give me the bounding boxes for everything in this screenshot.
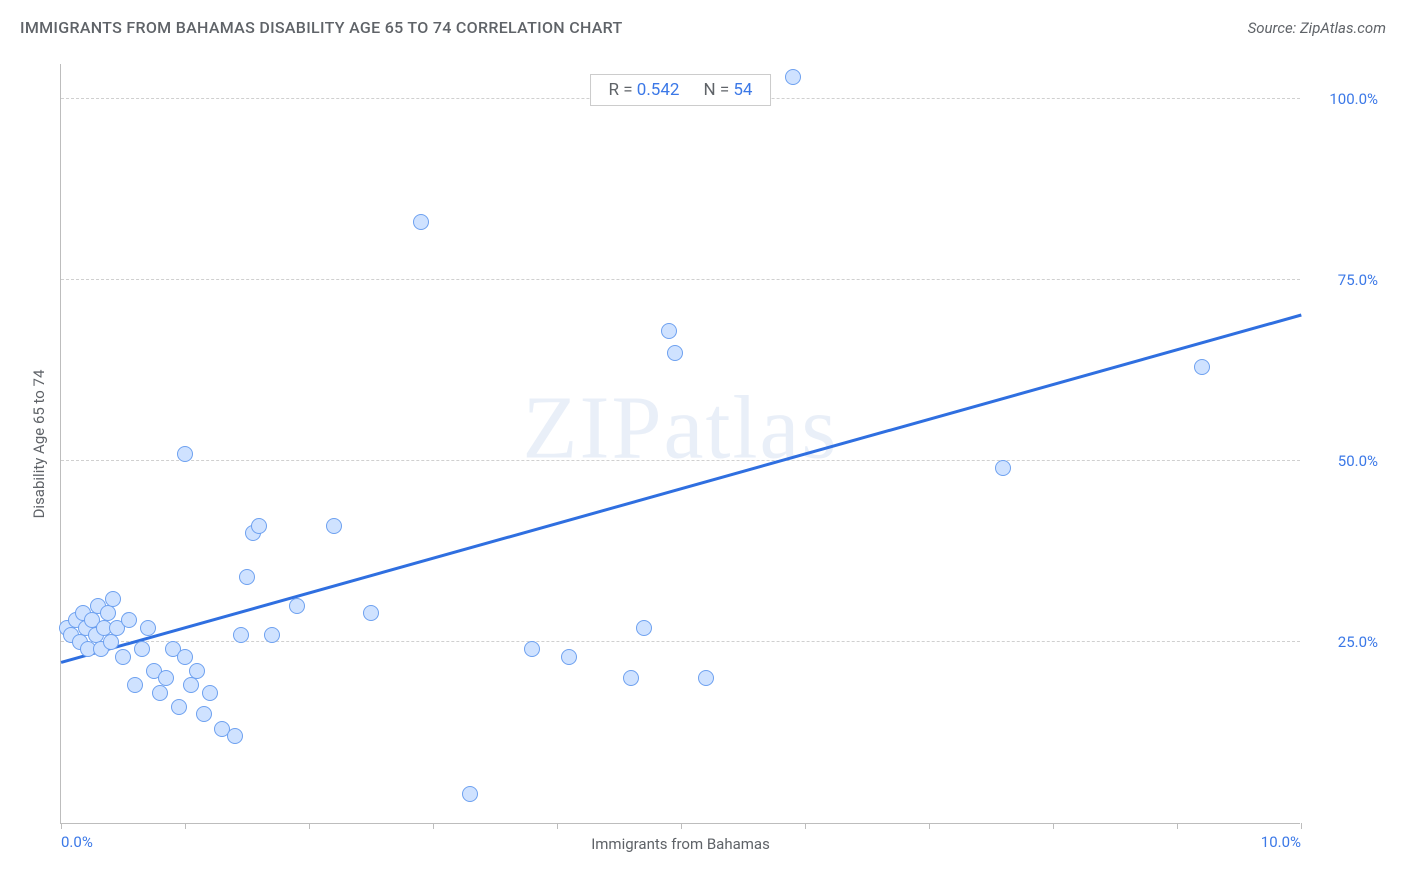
x-tick [1177,823,1178,829]
watermark: ZIPatlas [523,377,839,480]
x-tick [185,823,186,829]
scatter-point [326,518,342,534]
scatter-point [661,323,677,339]
scatter-point [152,685,168,701]
stats-box: R = 0.542 N = 54 [590,74,772,106]
source-label: Source: ZipAtlas.com [1248,19,1386,37]
trend-line [61,314,1302,664]
scatter-point [251,518,267,534]
scatter-point [105,591,121,607]
x-tick-label: 10.0% [1261,833,1301,851]
scatter-point [289,598,305,614]
r-value: 0.542 [637,80,680,100]
x-tick [1053,823,1054,829]
y-tick-label: 25.0% [1308,633,1378,651]
scatter-point [183,677,199,693]
y-tick-label: 50.0% [1308,452,1378,470]
scatter-point [462,786,478,802]
scatter-point [636,620,652,636]
watermark-atlas: atlas [664,379,839,478]
gridline [61,641,1300,642]
x-tick [681,823,682,829]
scatter-point [363,605,379,621]
scatter-point [103,634,119,650]
scatter-point [121,612,137,628]
x-tick [557,823,558,829]
x-axis-title: Immigrants from Bahamas [591,835,770,853]
x-tick [61,823,62,829]
scatter-point [100,605,116,621]
y-tick-label: 100.0% [1308,90,1378,108]
y-tick-label: 75.0% [1308,271,1378,289]
scatter-point [233,627,249,643]
scatter-point [264,627,280,643]
scatter-point [202,685,218,701]
watermark-zip: ZIP [523,379,664,478]
scatter-point [196,706,212,722]
x-tick [433,823,434,829]
n-stat: N = 54 [703,80,752,100]
x-tick [1301,823,1302,829]
scatter-point [995,460,1011,476]
scatter-point [524,641,540,657]
scatter-point [413,214,429,230]
plot-area: ZIPatlas R = 0.542 N = 54 Disability Age… [60,64,1300,824]
n-label: N = [703,80,729,100]
scatter-point [134,641,150,657]
x-tick-label: 0.0% [61,833,93,851]
chart-container: ZIPatlas R = 0.542 N = 54 Disability Age… [20,54,1386,864]
n-value: 54 [733,80,752,100]
scatter-point [158,670,174,686]
r-label: R = [609,80,633,100]
y-axis-title: Disability Age 65 to 74 [30,369,48,518]
gridline [61,460,1300,461]
scatter-point [667,345,683,361]
x-tick [309,823,310,829]
x-tick [805,823,806,829]
x-tick [929,823,930,829]
scatter-point [171,699,187,715]
scatter-point [698,670,714,686]
scatter-point [177,649,193,665]
scatter-point [227,728,243,744]
scatter-point [623,670,639,686]
scatter-point [561,649,577,665]
scatter-point [1194,359,1210,375]
scatter-point [177,446,193,462]
scatter-point [189,663,205,679]
scatter-point [115,649,131,665]
scatter-point [127,677,143,693]
scatter-point [140,620,156,636]
gridline [61,279,1300,280]
r-stat: R = 0.542 [609,80,680,100]
scatter-point [239,569,255,585]
scatter-point [785,69,801,85]
chart-title: IMMIGRANTS FROM BAHAMAS DISABILITY AGE 6… [20,18,623,37]
